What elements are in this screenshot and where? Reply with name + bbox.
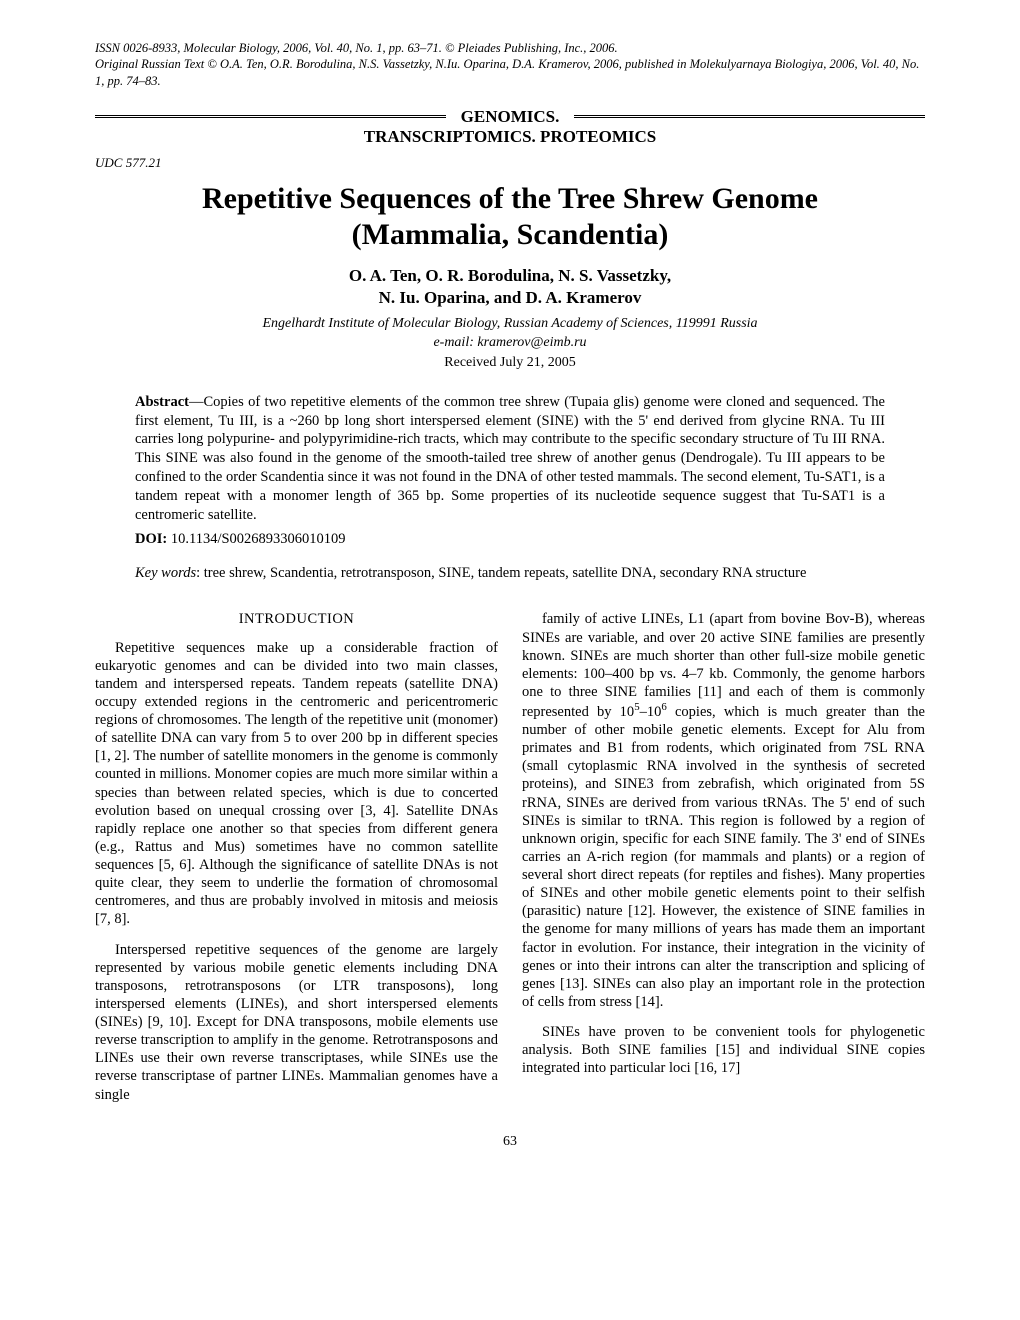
section-label-1: GENOMICS. <box>461 107 560 127</box>
right-column: family of active LINEs, L1 (apart from b… <box>522 610 925 1115</box>
keywords-prefix: Key words <box>135 565 196 581</box>
left-column: INTRODUCTION Repetitive sequences make u… <box>95 610 498 1115</box>
title-line-2: (Mammalia, Scandentia) <box>95 217 925 253</box>
rule-left <box>95 115 446 118</box>
section-header: GENOMICS. TRANSCRIPTOMICS. PROTEOMICS <box>95 107 925 147</box>
authors: O. A. Ten, O. R. Borodulina, N. S. Vasse… <box>95 265 925 309</box>
rule-right <box>574 115 925 118</box>
left-para-1: Repetitive sequences make up a considera… <box>95 639 498 929</box>
introduction-heading: INTRODUCTION <box>95 610 498 628</box>
affiliation: Engelhardt Institute of Molecular Biolog… <box>95 315 925 353</box>
received-date: Received July 21, 2005 <box>95 355 925 371</box>
authors-line-2: N. Iu. Oparina, and D. A. Kramerov <box>95 287 925 309</box>
institution: Engelhardt Institute of Molecular Biolog… <box>95 315 925 334</box>
journal-issn-line: ISSN 0026-8933, Molecular Biology, 2006,… <box>95 40 925 56</box>
page-number: 63 <box>95 1134 925 1150</box>
authors-line-1: O. A. Ten, O. R. Borodulina, N. S. Vasse… <box>95 265 925 287</box>
udc-code: UDC 577.21 <box>95 155 925 171</box>
right-para-2: SINEs have proven to be convenient tools… <box>522 1023 925 1077</box>
title-line-1: Repetitive Sequences of the Tree Shrew G… <box>95 181 925 217</box>
keywords: Key words: tree shrew, Scandentia, retro… <box>135 564 885 583</box>
doi-label: DOI: <box>135 531 167 547</box>
article-title: Repetitive Sequences of the Tree Shrew G… <box>95 181 925 253</box>
abstract-label: Abstract <box>135 394 189 410</box>
body-columns: INTRODUCTION Repetitive sequences make u… <box>95 610 925 1115</box>
left-para-2: Interspersed repetitive sequences of the… <box>95 941 498 1104</box>
abstract: Abstract—Copies of two repetitive elemen… <box>135 393 885 525</box>
doi-value: 10.1134/S0026893306010109 <box>171 531 346 547</box>
keywords-text: : tree shrew, Scandentia, retrotransposo… <box>196 565 806 581</box>
right-para-1: family of active LINEs, L1 (apart from b… <box>522 610 925 1011</box>
doi: DOI: 10.1134/S0026893306010109 <box>135 531 885 548</box>
original-text-line: Original Russian Text © O.A. Ten, O.R. B… <box>95 56 925 89</box>
abstract-text: —Copies of two repetitive elements of th… <box>135 394 885 523</box>
section-label-2: TRANSCRIPTOMICS. PROTEOMICS <box>95 127 925 147</box>
email: e-mail: kramerov@eimb.ru <box>95 334 925 353</box>
